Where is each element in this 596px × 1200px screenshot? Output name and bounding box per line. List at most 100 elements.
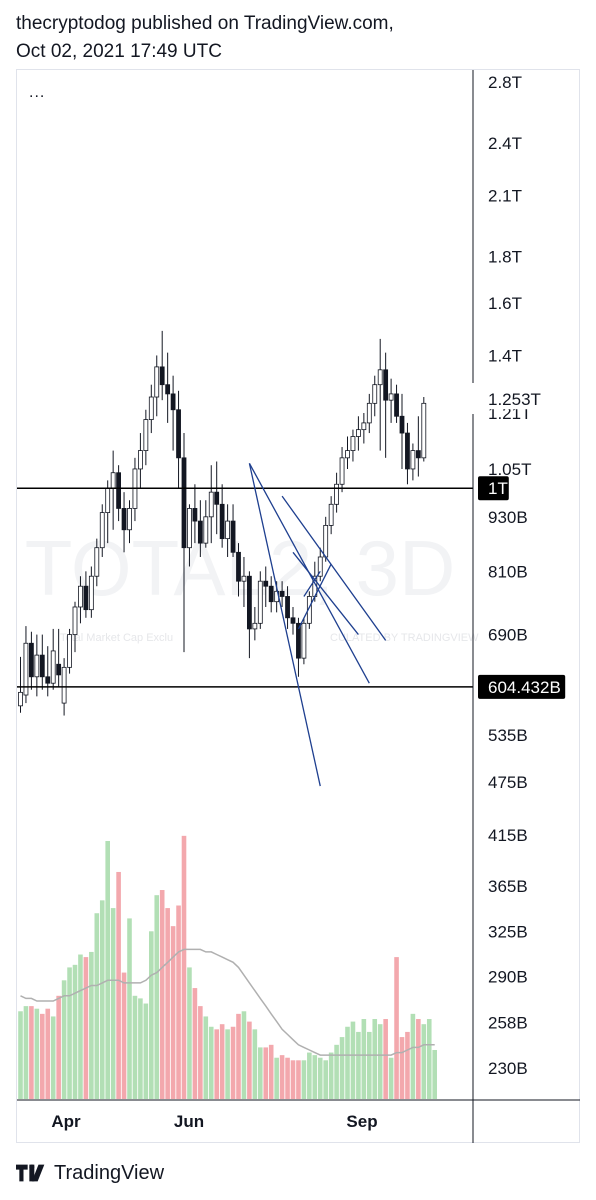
volume-bar [99, 900, 105, 1099]
volume-bar [132, 995, 138, 1099]
x-tick-label: Sep [346, 1112, 377, 1131]
footer: TradingView [16, 1160, 164, 1186]
candle [257, 571, 263, 629]
price-label-bg [478, 387, 548, 410]
candle-body [154, 366, 160, 398]
candle-body [99, 512, 105, 549]
candle-body [116, 472, 121, 509]
candle [263, 566, 269, 607]
candle [148, 384, 154, 434]
volume-bar [367, 1031, 372, 1099]
candle-body [323, 525, 329, 558]
candle-body [328, 503, 334, 526]
publication-info: thecryptodog published on TradingView.co… [16, 10, 394, 66]
candle [334, 472, 340, 513]
candle-body [170, 393, 176, 411]
candle-body [121, 508, 127, 531]
candle [230, 504, 236, 557]
candle [241, 556, 247, 607]
candle [83, 571, 89, 618]
volume-bar [105, 841, 110, 1099]
volume-bar [149, 931, 154, 1099]
volume-bar [416, 1019, 421, 1099]
candle-body [61, 666, 67, 704]
tradingview-logo-icon [16, 1164, 45, 1182]
candle-body [72, 606, 78, 635]
volume-bar [307, 1052, 312, 1099]
volume-bar [339, 1037, 345, 1099]
candle-body [339, 457, 345, 485]
volume-bar [279, 1055, 285, 1099]
price-label-text: 604.432B [488, 678, 561, 697]
candle-body [257, 580, 263, 624]
volume-bar [56, 995, 61, 1099]
candle [383, 352, 389, 458]
volume-bar [290, 1060, 296, 1099]
candle-body [366, 402, 372, 424]
volume-bar [110, 908, 116, 1099]
candle-body [23, 642, 29, 696]
candle [28, 631, 34, 690]
y-tick-label: 2.1T [488, 186, 522, 205]
candle-body [296, 622, 301, 659]
candle-body [127, 508, 132, 531]
volume-bar [377, 1024, 383, 1099]
chart-menu-dots[interactable]: ... [29, 84, 46, 101]
y-tick-label: 2.8T [488, 73, 522, 92]
volume-bar [296, 1060, 301, 1099]
volume-bar [29, 1006, 34, 1099]
candle [88, 566, 94, 618]
volume-bar [40, 1013, 45, 1099]
axes [17, 70, 580, 1143]
candle-body [334, 483, 340, 505]
volume-bar [121, 972, 127, 1099]
candle [268, 576, 274, 613]
candle [339, 447, 345, 493]
y-tick-label: 415B [488, 826, 528, 845]
volume-bar [165, 908, 170, 1099]
volume-bar [50, 1016, 56, 1099]
candle [214, 461, 220, 535]
candle-body [345, 450, 350, 459]
volume-bar [208, 1026, 214, 1099]
candle-body [50, 650, 56, 684]
volume-bar [421, 1024, 427, 1099]
volume-bar [388, 1057, 394, 1099]
price-label-box [478, 674, 566, 699]
candle [236, 543, 241, 597]
volume-bar [405, 1031, 410, 1099]
candle-body [230, 520, 236, 553]
candle-body [263, 580, 269, 587]
y-tick-label: 1.4T [488, 346, 522, 365]
candle-body [372, 384, 378, 404]
y-tick-label: 475B [488, 773, 528, 792]
candle [143, 409, 149, 466]
y-tick-label: 258B [488, 1014, 528, 1033]
trendline [297, 563, 332, 630]
candle [366, 393, 372, 434]
candle-body [225, 520, 231, 540]
x-axis-labels: Apr Jun Sep [51, 1112, 377, 1131]
y-tick-label: 690B [488, 626, 528, 645]
candle-body [18, 691, 23, 707]
candle [279, 581, 285, 607]
candle-body [377, 369, 383, 386]
candle [154, 355, 160, 417]
y-tick-label: 290B [488, 968, 528, 987]
horizontal-levels [17, 487, 473, 688]
volume-bar [143, 1003, 149, 1099]
candle-body [394, 393, 399, 417]
y-tick-label: 1.8T [488, 247, 522, 266]
candle [50, 628, 56, 690]
candle [94, 538, 100, 587]
y-tick-label: 230B [488, 1059, 528, 1078]
candle [328, 496, 334, 535]
candle-body [252, 622, 258, 630]
volume-bar [18, 1011, 23, 1099]
publish-date: Oct 02, 2021 17:49 UTC [16, 41, 222, 62]
candle-body [56, 663, 62, 676]
volume-bar [247, 1021, 252, 1099]
candle [78, 576, 83, 624]
candle-body [301, 622, 307, 659]
